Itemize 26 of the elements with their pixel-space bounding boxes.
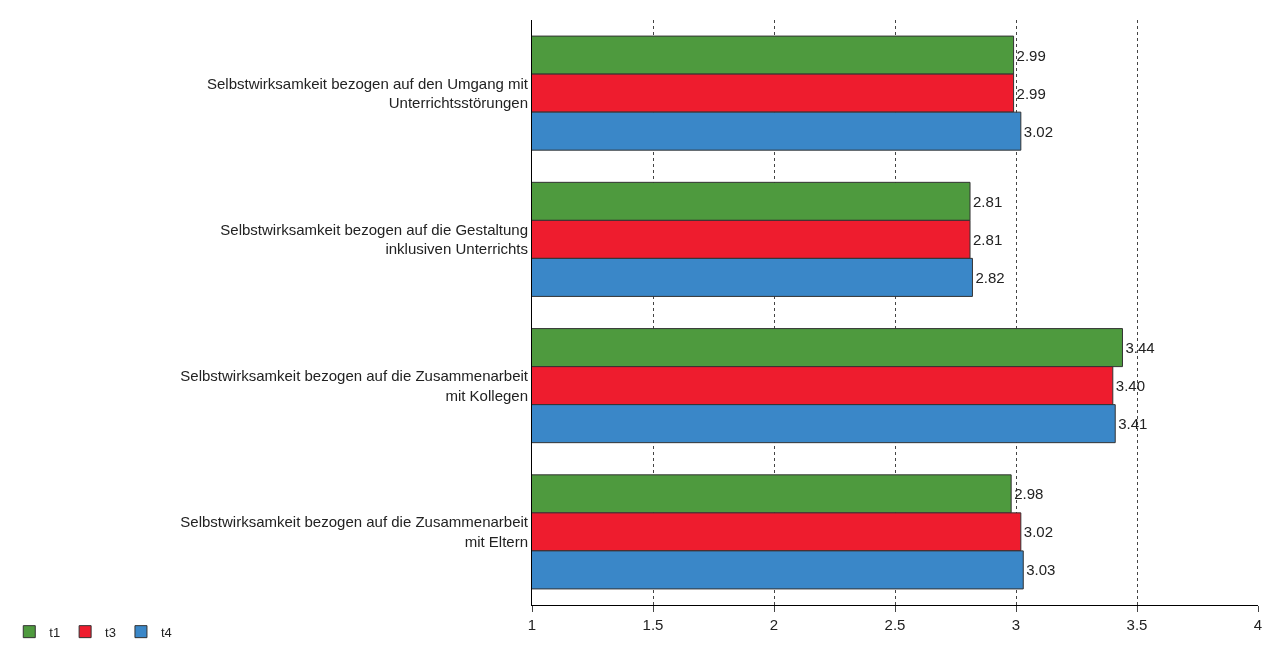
y-tick-label: Selbstwirksamkeit bezogen auf die Gestaltung inklusiven Unterrichts	[220, 220, 528, 258]
x-tick-label: 2.5	[884, 616, 906, 633]
data-label: 2.82	[975, 268, 1005, 286]
data-label: 2.81	[973, 192, 1003, 210]
y-tick-label: Selbstwirksamkeit bezogen auf den Umgang mit Unterrichtsstörungen	[207, 74, 529, 112]
data-label: 3.02	[1023, 122, 1054, 140]
x-tick-label: 3.5	[1126, 616, 1148, 633]
x-tick-label: 4	[1253, 616, 1263, 633]
y-tick-label: Selbstwirksamkeit bezogen auf die Zusammenarbeit mit Kollegen	[180, 367, 529, 404]
legend-label: t4	[160, 624, 172, 640]
x-tick-label: 2	[769, 616, 779, 633]
y-tick-label: Selbstwirksamkeit bezogen auf die Zusammenarbeit mit Eltern	[180, 513, 529, 550]
x-tick-label: 3	[1011, 616, 1021, 633]
legend-label: t3	[105, 624, 116, 640]
data-label: 2.98	[1014, 485, 1044, 503]
data-label: 3.41	[1118, 415, 1148, 433]
data-label: 3.40	[1115, 377, 1145, 395]
data-label: 2.99	[1016, 46, 1046, 64]
data-label: 3.03	[1026, 561, 1056, 579]
data-label: 3.02	[1023, 523, 1054, 541]
x-tick-label: 1	[527, 616, 537, 633]
data-label: 2.81	[973, 230, 1003, 248]
data-label: 2.99	[1016, 84, 1046, 102]
legend-label: t1	[49, 624, 61, 640]
x-tick-label: 1.5	[642, 616, 664, 633]
data-label: 3.44	[1125, 339, 1155, 357]
